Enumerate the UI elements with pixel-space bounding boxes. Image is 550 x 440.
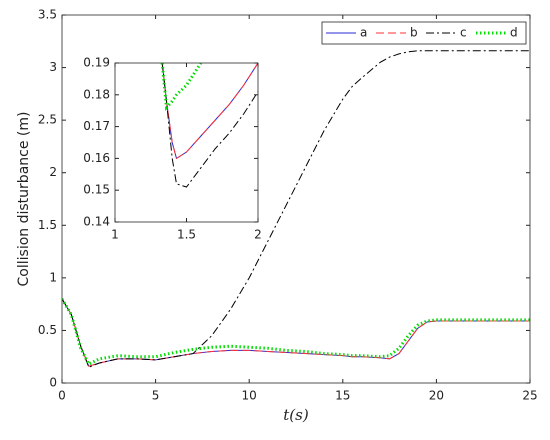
y-tick-label: 0.15 bbox=[83, 183, 110, 197]
x-tick-label: 1 bbox=[111, 228, 119, 242]
line-c bbox=[62, 50, 530, 368]
y-tick-label: 3 bbox=[49, 60, 57, 74]
y-tick-label: 0.14 bbox=[83, 215, 110, 229]
y-tick-label: 0.5 bbox=[38, 323, 57, 337]
y-tick-label: 2 bbox=[49, 165, 57, 179]
legend-label: b bbox=[410, 26, 418, 40]
line-b bbox=[161, 63, 258, 160]
plot-area bbox=[115, 63, 258, 222]
y-tick-label: 0.17 bbox=[83, 119, 110, 133]
y-tick-label: 0 bbox=[49, 376, 57, 390]
legend-label: d bbox=[510, 26, 518, 40]
plot-lines bbox=[62, 50, 530, 368]
plot-lines bbox=[160, 63, 258, 188]
x-tick-label: 20 bbox=[429, 389, 444, 403]
x-tick-label: 15 bbox=[335, 389, 350, 403]
legend-box bbox=[321, 21, 527, 45]
x-tick-label: 1.5 bbox=[177, 228, 196, 242]
x-tick-label: 0 bbox=[58, 389, 66, 403]
x-tick-label: 25 bbox=[522, 389, 537, 403]
y-tick-label: 0.19 bbox=[83, 56, 110, 70]
y-tick-label: 1.5 bbox=[38, 218, 57, 232]
y-tick-label: 2.5 bbox=[38, 113, 57, 127]
x-tick-label: 5 bbox=[152, 389, 160, 403]
y-tick-label: 3.5 bbox=[38, 8, 57, 22]
x-tick-label: 10 bbox=[242, 389, 257, 403]
y-tick-label: 1 bbox=[49, 270, 57, 284]
axes-box bbox=[61, 14, 531, 384]
line-d bbox=[62, 298, 530, 367]
legend-label: a bbox=[360, 26, 367, 40]
line-b bbox=[62, 298, 530, 367]
y-tick-label: 0.18 bbox=[83, 87, 110, 101]
y-tick-label: 0.16 bbox=[83, 151, 110, 165]
line-c bbox=[161, 63, 258, 188]
line-d bbox=[160, 63, 203, 112]
x-axis-label: t(s) bbox=[283, 406, 309, 424]
legend-label: c bbox=[460, 26, 467, 40]
y-axis-label: Collision disturbance (m) bbox=[16, 112, 32, 287]
x-tick-label: 2 bbox=[254, 228, 262, 242]
